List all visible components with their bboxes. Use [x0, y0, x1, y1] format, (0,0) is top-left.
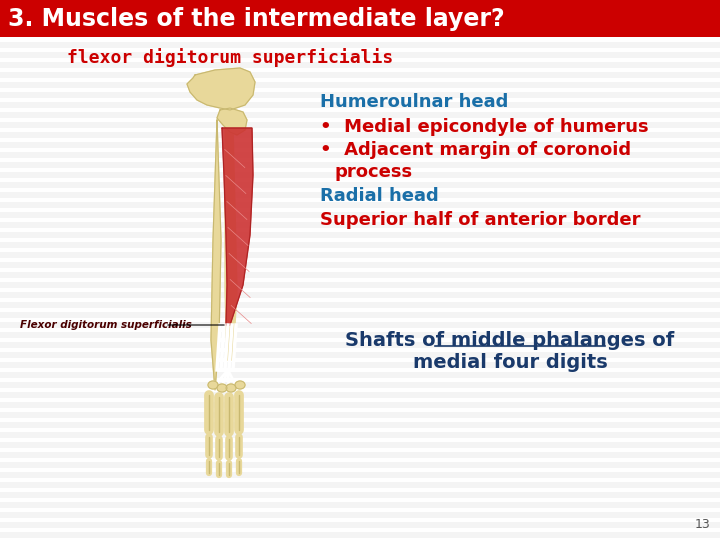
- Bar: [0, 522, 720, 528]
- Bar: [0, 212, 720, 218]
- Bar: [0, 112, 720, 118]
- Text: •  Adjacent margin of coronoid: • Adjacent margin of coronoid: [320, 141, 631, 159]
- Bar: [0, 512, 720, 518]
- Bar: [0, 162, 720, 168]
- Text: Superior half of anterior border: Superior half of anterior border: [320, 211, 641, 229]
- Text: Radial head: Radial head: [320, 187, 438, 205]
- Bar: [0, 342, 720, 348]
- Bar: [0, 312, 720, 318]
- Bar: [0, 72, 720, 78]
- Bar: [0, 502, 720, 508]
- Polygon shape: [211, 120, 221, 390]
- Bar: [0, 232, 720, 238]
- Ellipse shape: [235, 381, 245, 389]
- Bar: [0, 92, 720, 98]
- Text: Shafts of middle phalanges of: Shafts of middle phalanges of: [346, 330, 675, 349]
- Bar: [0, 422, 720, 428]
- Bar: [0, 382, 720, 388]
- Bar: [0, 202, 720, 208]
- Bar: [0, 532, 720, 538]
- Bar: [0, 472, 720, 478]
- Text: process: process: [334, 163, 412, 181]
- Bar: [0, 42, 720, 48]
- Bar: [0, 142, 720, 148]
- Text: Humeroulnar head: Humeroulnar head: [320, 93, 508, 111]
- Bar: [0, 352, 720, 358]
- Bar: [0, 102, 720, 108]
- Ellipse shape: [226, 384, 236, 392]
- FancyBboxPatch shape: [0, 0, 720, 37]
- Bar: [0, 452, 720, 458]
- Text: Flexor digitorum superficialis: Flexor digitorum superficialis: [20, 320, 192, 330]
- Bar: [0, 392, 720, 398]
- Polygon shape: [217, 108, 247, 135]
- Bar: [0, 192, 720, 198]
- Bar: [0, 432, 720, 438]
- Bar: [0, 402, 720, 408]
- Bar: [0, 332, 720, 338]
- Bar: [0, 492, 720, 498]
- Bar: [0, 292, 720, 298]
- Text: 13: 13: [695, 518, 711, 531]
- Ellipse shape: [217, 384, 227, 392]
- Bar: [0, 152, 720, 158]
- Bar: [0, 442, 720, 448]
- Text: medial four digits: medial four digits: [413, 353, 608, 372]
- Bar: [0, 182, 720, 188]
- Text: 3. Muscles of the intermediate layer?: 3. Muscles of the intermediate layer?: [8, 7, 505, 31]
- Bar: [0, 372, 720, 378]
- Ellipse shape: [208, 381, 218, 389]
- Bar: [0, 272, 720, 278]
- Bar: [0, 262, 720, 268]
- Text: •  Medial epicondyle of humerus: • Medial epicondyle of humerus: [320, 118, 649, 136]
- Polygon shape: [222, 128, 253, 325]
- Bar: [0, 302, 720, 308]
- Polygon shape: [187, 68, 255, 110]
- Bar: [0, 172, 720, 178]
- Bar: [0, 242, 720, 248]
- Bar: [0, 122, 720, 128]
- Bar: [0, 322, 720, 328]
- Text: flexor digitorum superficialis: flexor digitorum superficialis: [67, 49, 393, 68]
- Bar: [0, 462, 720, 468]
- Polygon shape: [225, 125, 237, 360]
- Bar: [0, 482, 720, 488]
- Bar: [0, 52, 720, 58]
- Bar: [0, 282, 720, 288]
- Bar: [0, 222, 720, 228]
- Bar: [0, 412, 720, 418]
- Bar: [0, 62, 720, 68]
- Bar: [0, 252, 720, 258]
- Bar: [0, 132, 720, 138]
- Bar: [0, 82, 720, 88]
- Bar: [0, 362, 720, 368]
